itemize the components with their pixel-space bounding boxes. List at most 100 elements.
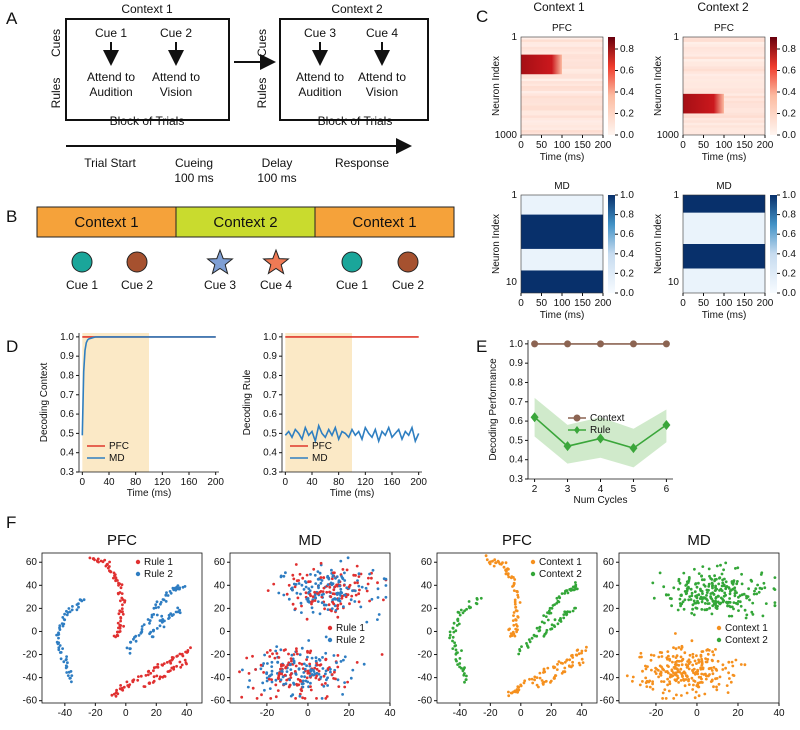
heatmap-row	[521, 112, 603, 116]
tsne-point	[681, 600, 685, 604]
heatmap-row	[521, 132, 603, 135]
tsne-point	[269, 697, 273, 700]
tsne-point	[714, 599, 717, 603]
tsne-point	[676, 608, 680, 612]
tsne-point	[164, 593, 168, 597]
heatmap-active-block	[521, 54, 562, 75]
tsne-point	[330, 607, 334, 610]
tsne-point	[685, 691, 689, 695]
tsne-point	[297, 579, 300, 582]
tsne-point	[700, 578, 704, 582]
x-tick-label: -20	[483, 708, 498, 719]
tsne-point	[97, 560, 100, 564]
heatmap-high-band	[683, 195, 765, 213]
tsne-point	[542, 614, 546, 617]
colorbar-tick-label: 0.8	[620, 44, 634, 55]
tsne-point	[120, 596, 124, 600]
x-tick-label: 200	[757, 298, 774, 309]
colorbar-tick-label: 0.0	[620, 288, 634, 299]
x-tick-label: 40	[103, 477, 115, 488]
x-tick-label: -40	[453, 708, 468, 719]
tsne-point	[462, 673, 466, 677]
tsne-point	[59, 657, 63, 661]
tsne-point	[512, 623, 516, 627]
tsne-point	[57, 646, 61, 649]
y-axis-label: Neuron Index	[491, 214, 502, 274]
tsne-plot-1: PFC -40 -20 0 20 40 -60 -40 -20 0 20 40 60 Rule 1Rule…	[23, 532, 203, 719]
tsne-point	[170, 658, 174, 662]
tsne-point	[697, 694, 701, 698]
legend-marker-1	[716, 625, 722, 631]
tsne-point	[58, 628, 62, 631]
tsne-point	[719, 596, 723, 600]
tsne-point	[157, 605, 160, 609]
rule-point	[530, 412, 539, 423]
tsne-point	[527, 638, 531, 641]
x-tick-label: 50	[698, 140, 710, 151]
y-tick-label: 10	[668, 277, 680, 288]
tsne-point	[563, 666, 567, 670]
legend-label-2: Rule 2	[336, 635, 365, 646]
context-segment-3	[314, 206, 455, 238]
tsne-point	[692, 679, 696, 682]
tsne-point	[740, 593, 744, 597]
tsne-point	[488, 562, 492, 566]
y-tick-label: 60	[26, 557, 38, 568]
tsne-point	[705, 591, 709, 594]
heatmap-row	[683, 71, 765, 74]
tsne-point	[693, 659, 697, 663]
heatmap-high-band	[683, 244, 765, 269]
tsne-point	[65, 655, 68, 658]
tsne-point	[331, 592, 335, 596]
tsne-point	[317, 586, 320, 590]
tsne-point	[324, 657, 328, 661]
tsne-point	[308, 662, 312, 666]
tsne-point	[277, 656, 281, 659]
tsne-point	[646, 665, 649, 668]
tsne-point	[358, 588, 361, 592]
colorbar-tick-label: 0.6	[782, 229, 796, 240]
tsne-point	[522, 681, 526, 685]
tsne-point	[294, 664, 298, 668]
tsne-point	[704, 657, 707, 660]
tsne-point	[706, 658, 710, 661]
tsne-point	[117, 592, 120, 596]
d-right-plot: 0 40 80 120 160 200 0.3 0.4 0.5 0.6 0.7 0.8 0.9 1.0 Ti…	[242, 332, 427, 499]
tsne-point	[535, 626, 539, 630]
tsne-point	[700, 600, 704, 604]
tsne-point	[699, 595, 703, 599]
tsne-point	[687, 678, 690, 681]
tsne-point	[63, 612, 66, 616]
tsne-point	[265, 671, 269, 674]
tsne-point	[96, 557, 100, 561]
tsne-point	[692, 613, 696, 617]
tsne-point	[722, 568, 725, 572]
cue1-label: Cue 1	[95, 26, 127, 40]
tsne-point	[733, 589, 737, 592]
tsne-point	[266, 662, 269, 665]
y-tick-label: -20	[600, 650, 615, 661]
y-tick-label: 20	[26, 603, 38, 614]
tsne-point	[456, 618, 459, 622]
legend-label-1: Rule 1	[144, 557, 173, 568]
tsne-point	[465, 674, 468, 678]
tsne-point	[744, 616, 748, 620]
tsne-point	[463, 609, 466, 613]
heatmap-row	[683, 61, 765, 64]
tsne-point	[355, 564, 359, 568]
tsne-point	[368, 599, 371, 603]
y-tick-label: 0.7	[60, 390, 74, 401]
tsne-point	[292, 577, 296, 581]
tsne-point	[321, 590, 325, 593]
tsne-point	[131, 680, 135, 684]
tsne-point	[300, 662, 304, 666]
tsne-point	[259, 667, 263, 671]
cue-period-shade	[82, 333, 149, 472]
tsne-point	[461, 611, 465, 615]
tsne-point	[556, 662, 559, 666]
heatmap-title: MD	[554, 181, 570, 192]
tsne-point	[695, 596, 699, 600]
tsne-point	[658, 672, 662, 676]
tsne-point	[132, 637, 135, 641]
tsne-point	[176, 610, 180, 614]
